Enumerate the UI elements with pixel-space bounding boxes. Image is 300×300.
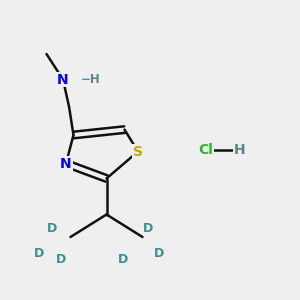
Text: D: D [118,253,128,266]
Text: D: D [56,253,67,266]
Text: N: N [57,73,69,86]
Text: S: S [133,145,143,158]
Text: D: D [143,221,154,235]
Text: D: D [34,247,44,260]
Text: N: N [60,157,72,170]
Text: −H: −H [81,73,101,86]
Text: H: H [234,143,246,157]
Text: D: D [154,247,164,260]
Text: D: D [47,221,58,235]
Text: Cl: Cl [198,143,213,157]
